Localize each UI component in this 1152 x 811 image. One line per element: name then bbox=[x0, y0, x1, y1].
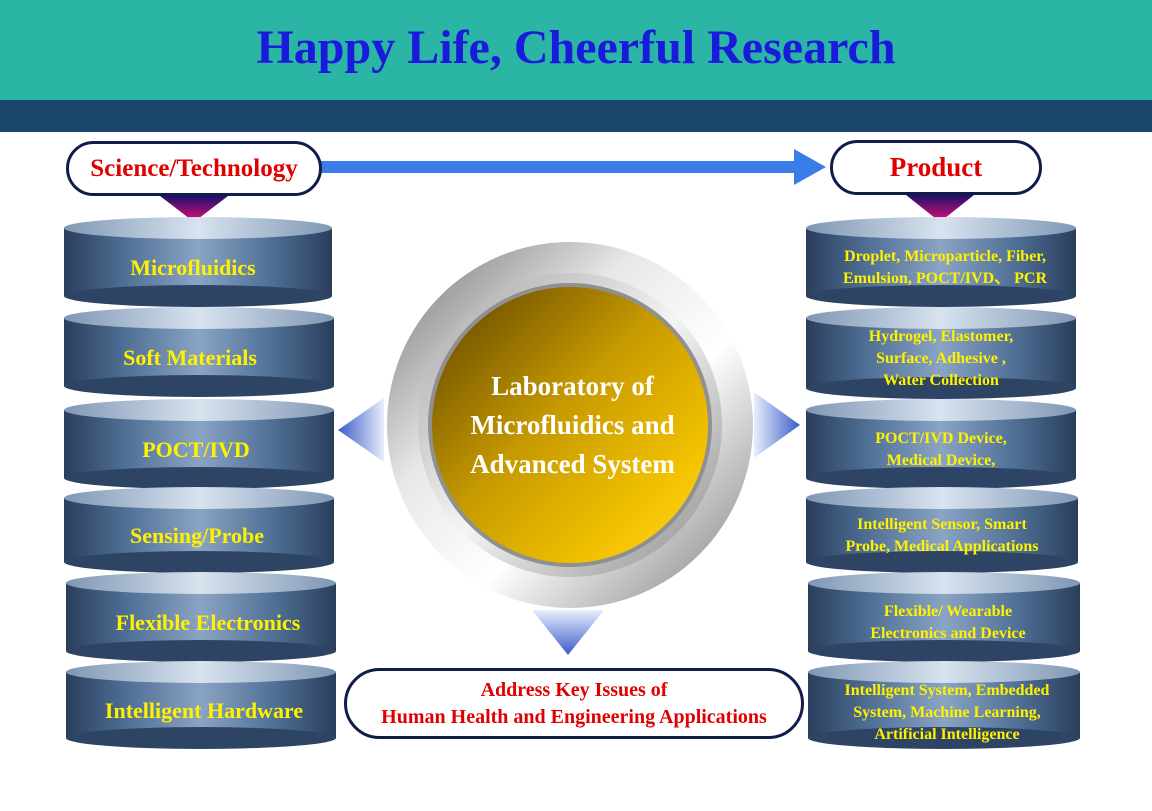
left-item-intelligent-hardware: Intelligent Hardware bbox=[104, 697, 304, 723]
center-lab-title: Laboratory of Microfluidics and Advanced… bbox=[440, 367, 705, 484]
page-title: Happy Life, Cheerful Research bbox=[256, 21, 896, 74]
right-cylinder bbox=[806, 217, 1076, 307]
address-key-issues-label: Address Key Issues of Human Health and E… bbox=[344, 668, 804, 739]
left-cylinder bbox=[64, 399, 334, 489]
right-item-poct-device: POCT/IVD Device, Medical Device, bbox=[875, 429, 1007, 469]
left-item-microfluidics: Microfluidics bbox=[130, 254, 256, 280]
left-item-sensing-probe: Sensing/Probe bbox=[129, 522, 265, 548]
right-item-hydrogel: Hydrogel, Elastomer, Surface, Adhesive ,… bbox=[868, 327, 1014, 389]
right-item-droplet: Droplet, Microparticle, Fiber, Emulsion,… bbox=[842, 247, 1048, 287]
left-direction-arrow-icon bbox=[338, 398, 384, 462]
center-line-3: Advanced System bbox=[470, 449, 675, 479]
left-cylinder bbox=[64, 487, 334, 573]
left-cylinder bbox=[66, 661, 336, 749]
header-banner bbox=[0, 0, 1152, 100]
product-funnel-icon bbox=[906, 195, 974, 222]
address-line-2: Human Health and Engineering Application… bbox=[381, 705, 767, 728]
top-arrow-shaft bbox=[320, 161, 798, 173]
center-gold-disc bbox=[432, 287, 708, 563]
science-funnel-icon bbox=[160, 196, 228, 222]
right-cylinder-stack bbox=[806, 217, 1080, 749]
right-item-intelligent-sensor: Intelligent Sensor, Smart Probe, Medical… bbox=[845, 515, 1039, 555]
left-cylinder bbox=[64, 307, 334, 397]
right-item-intelligent-system: Intelligent System, Embedded System, Mac… bbox=[844, 682, 1050, 743]
right-cylinder bbox=[806, 307, 1076, 399]
right-direction-arrow-icon bbox=[754, 392, 800, 458]
left-item-soft-materials: Soft Materials bbox=[123, 344, 257, 370]
left-cylinder bbox=[64, 217, 332, 307]
center-line-1: Laboratory of bbox=[491, 371, 654, 401]
left-cylinder bbox=[66, 572, 336, 662]
left-item-poct-ivd: POCT/IVD bbox=[142, 436, 250, 462]
address-line-1: Address Key Issues of bbox=[480, 678, 668, 701]
right-cylinder bbox=[806, 487, 1078, 573]
top-arrow-head bbox=[794, 149, 826, 185]
right-cylinder bbox=[808, 572, 1080, 662]
product-label: Product bbox=[830, 140, 1042, 195]
left-item-flexible-electronics: Flexible Electronics bbox=[115, 609, 301, 635]
center-line-2: Microfluidics and bbox=[470, 410, 675, 440]
left-cylinder-stack bbox=[64, 217, 336, 749]
right-item-flexible-wearable: Flexible/ Wearable Electronics and Devic… bbox=[870, 602, 1026, 642]
science-technology-label: Science/Technology bbox=[66, 141, 322, 196]
header-band bbox=[0, 100, 1152, 132]
down-direction-arrow-icon bbox=[532, 610, 604, 655]
right-cylinder bbox=[806, 399, 1076, 489]
right-cylinder bbox=[808, 661, 1080, 749]
